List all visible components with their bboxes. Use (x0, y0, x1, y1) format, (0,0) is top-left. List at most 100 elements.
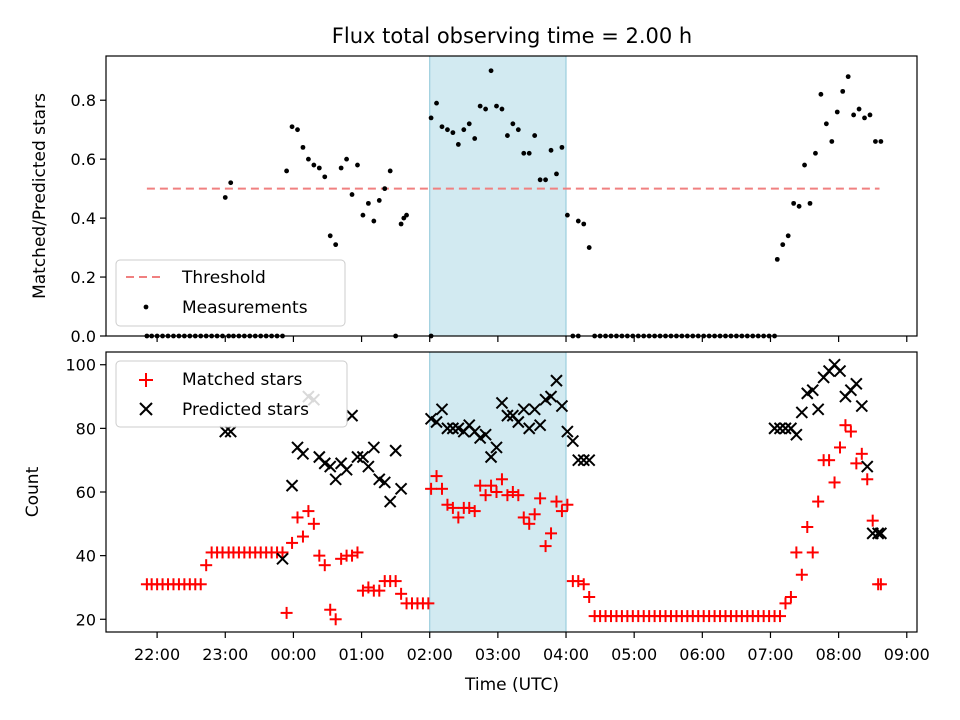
observing-window-band (429, 55, 567, 337)
measurement-point (401, 215, 407, 221)
measurement-point (284, 168, 290, 174)
matched-stars-point (479, 489, 492, 502)
measurement-point (461, 127, 467, 133)
matched-stars-point (517, 511, 530, 524)
predicted-stars-point (512, 415, 525, 429)
predicted-stars-point (285, 479, 299, 492)
predicted-stars-point (773, 422, 787, 435)
measurement-point (526, 150, 532, 156)
predicted-stars-point (855, 399, 869, 413)
predicted-stars-point (833, 364, 847, 378)
y-tick-label: 60 (76, 483, 96, 502)
matched-stars-point (446, 501, 459, 514)
matched-stars-point (833, 441, 846, 454)
measurement-point (532, 133, 538, 138)
measurement-point (387, 168, 393, 174)
x-tick-label: 23:00 (202, 645, 248, 664)
matched-stars-point (313, 549, 326, 562)
predicted-stars-point (340, 463, 353, 476)
measurement-point (228, 180, 234, 186)
y-tick-label: 80 (76, 419, 96, 438)
measurement-point (581, 221, 587, 227)
predicted-stars-point (811, 403, 825, 416)
matched-stars-point (362, 581, 375, 594)
predicted-stars-point (533, 418, 547, 432)
predicted-stars-point (490, 441, 503, 454)
matched-stars-point (545, 527, 558, 540)
predicted-stars-point (495, 396, 509, 410)
predicted-stars-point (779, 422, 792, 435)
measurement-point (785, 233, 791, 239)
matched-stars-point (495, 473, 508, 486)
predicted-stars-point (324, 460, 337, 473)
predicted-stars-point (790, 428, 803, 441)
matched-stars-point (356, 584, 369, 597)
bottom-legend-box (115, 360, 348, 428)
predicted-stars-point (219, 425, 232, 438)
y-tick-label: 0.8 (71, 91, 96, 110)
predicted-stars-point (523, 422, 536, 435)
x-tick-label: 08:00 (816, 645, 862, 664)
predicted-stars-point (383, 495, 397, 508)
predicted-stars-point (517, 403, 530, 416)
x-tick-label: 02:00 (407, 645, 453, 664)
measurement-point (834, 109, 840, 115)
matched-stars-point (806, 546, 819, 559)
matched-stars-point (318, 559, 331, 572)
predicted-stars-point (582, 453, 596, 467)
matched-stars-point (395, 587, 408, 600)
matched-stars-point (823, 454, 836, 467)
matched-stars-point (555, 505, 568, 518)
predicted-stars-point (555, 399, 569, 413)
measurement-point (300, 144, 306, 150)
measurement-point (295, 127, 300, 133)
measurement-point (521, 150, 527, 156)
matched-stars-point (534, 492, 547, 505)
matched-stars-point (828, 476, 841, 489)
measurement-point (823, 121, 829, 127)
matched-stars-point (335, 552, 348, 565)
measurement-point (483, 106, 489, 112)
measurement-point (306, 156, 311, 162)
measurement-point (559, 144, 565, 150)
matched-stars-point (490, 486, 503, 498)
measurement-point (575, 218, 581, 224)
matched-stars-point (435, 482, 448, 495)
bottom-y-axis-label: Count (23, 466, 43, 517)
y-tick-label: 0.4 (71, 209, 96, 228)
measurement-point (829, 139, 835, 144)
matched-stars-point (512, 489, 525, 502)
predicted-stars-point (871, 527, 885, 540)
predicted-stars-point (566, 434, 580, 448)
measurement-point (796, 203, 802, 209)
matched-stars-point (795, 568, 808, 581)
matched-stars-point (468, 505, 481, 518)
predicted-stars-point (276, 552, 289, 566)
measurement-point (537, 177, 543, 183)
measurement-point (466, 121, 472, 127)
matched-stars-legend-label: Matched stars (182, 370, 302, 390)
measurement-point (316, 165, 322, 171)
matched-stars-point (291, 511, 304, 524)
matched-stars-point (373, 584, 386, 597)
bottom-legend: Matched stars Predicted stars (115, 360, 348, 428)
measurement-point (494, 103, 499, 109)
top-legend-box (115, 259, 346, 327)
measurement-point (510, 121, 516, 127)
measurement-point (774, 256, 780, 262)
measurement-point (878, 139, 884, 144)
measurement-point (376, 198, 382, 203)
measurement-point (807, 200, 813, 206)
matched-stars-point (844, 425, 857, 438)
predicted-stars-point (446, 422, 460, 435)
matched-stars-point (850, 457, 863, 470)
y-tick-label: 40 (76, 547, 96, 566)
measurement-point (445, 127, 450, 133)
matched-stars-point (485, 479, 498, 492)
matched-stars-point (280, 606, 293, 619)
predicted-stars-point (795, 406, 809, 419)
predicted-stars-point (378, 476, 391, 489)
measurement-point (472, 136, 478, 141)
measurement-point (505, 133, 510, 138)
measurement-point (548, 147, 554, 153)
